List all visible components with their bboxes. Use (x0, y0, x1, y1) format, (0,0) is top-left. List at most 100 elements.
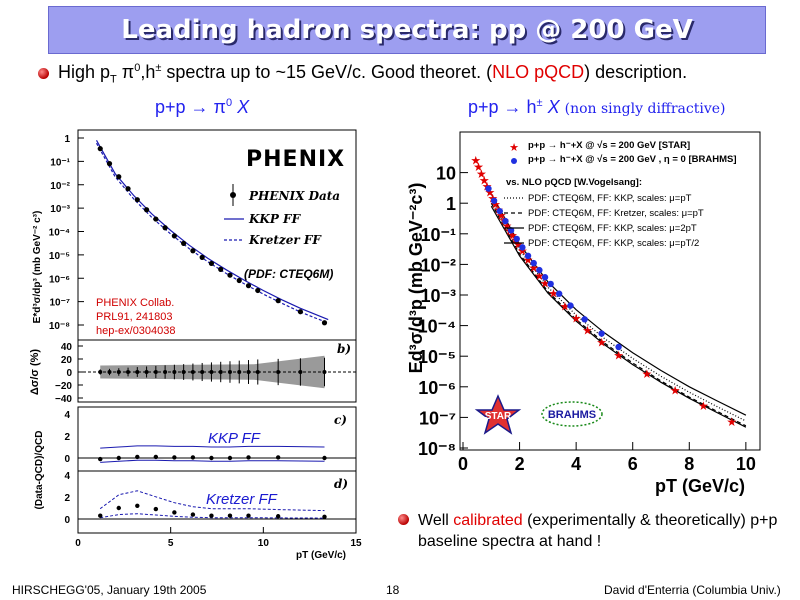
legend-kkp-label: KKP FF (248, 212, 302, 226)
d-data-point (227, 513, 233, 518)
xlabel-right: pT (GeV/c) (655, 476, 745, 496)
ytick-right-label: 10⁻⁸ (418, 439, 456, 459)
brahms-data-point (490, 197, 498, 204)
brahms-data-point (502, 217, 509, 225)
brahms-data-point (530, 259, 537, 267)
footer-right: David d'Enterria (Columbia Univ.) (604, 583, 781, 597)
legend-entry-1: p+p → h⁻+X @ √s = 200 GeV [STAR] (528, 140, 690, 151)
legend-data-marker (230, 192, 236, 198)
phenix-data-point (218, 266, 224, 272)
ytick-c-label: 0 (64, 454, 70, 465)
xtick-left-label: 5 (168, 538, 174, 549)
citation-line-1: PHENIX Collab. (96, 297, 174, 309)
brahms-data-point (555, 290, 563, 297)
d-data-point (135, 503, 140, 508)
star-data-point: ★ (571, 312, 582, 326)
legend-data-label: PHENIX Data (248, 189, 340, 203)
star-data-point: ★ (470, 153, 481, 167)
bullet-icon-2 (398, 514, 409, 525)
c-data-point (172, 455, 177, 460)
curve-label-kkp: KKP FF (208, 430, 261, 447)
mid-data-point (153, 370, 158, 374)
star-data-point: ★ (670, 384, 681, 398)
mid-data-point (116, 370, 121, 374)
ytick-right-label: 10 (436, 164, 456, 184)
xtick-right-label: 6 (628, 454, 638, 474)
star-data-point: ★ (484, 186, 495, 200)
mid-data-point (181, 370, 186, 374)
bullet-icon (38, 68, 49, 79)
mid-data-point (107, 370, 112, 374)
mid-data-point (209, 370, 214, 374)
phenix-data-point (208, 260, 215, 267)
d-data-point (275, 514, 281, 519)
star-data-point: ★ (517, 244, 528, 258)
c-data-point (116, 455, 121, 461)
xtick-right-label: 4 (571, 454, 581, 474)
d-upper-curve (99, 490, 325, 512)
star-data-point: ★ (698, 399, 709, 413)
ytick-right-label: 10⁻³ (420, 286, 456, 306)
brahms-logo-text: BRAHMS (548, 409, 596, 421)
star-data-point: ★ (473, 160, 484, 174)
subtitle-left: p+p → π0 X (155, 97, 250, 117)
ytick-right-label: 10⁻⁷ (419, 408, 456, 428)
subtitle-right: p+p → h± X (non singly diffractive) (468, 97, 726, 117)
panel-label-b: b) (337, 342, 351, 356)
phenix-data-point (153, 216, 159, 222)
mid-data-point (322, 370, 327, 374)
legend-brahms-marker (511, 158, 517, 164)
c-data-point (190, 455, 196, 460)
phenix-logo: PHENIX (246, 147, 345, 172)
left-top-plot (95, 140, 329, 326)
phenix-data-point (162, 225, 168, 231)
panel-label-d: d) (334, 477, 348, 491)
mid-data-point (126, 370, 131, 374)
ytick-right-label: 10⁻¹ (420, 225, 456, 245)
star-data-point: ★ (641, 367, 652, 381)
ytick-mid-label: −40 (55, 394, 72, 405)
legend-kretzer-label: Kretzer FF (248, 233, 322, 247)
legend-entry-4: PDF: CTEQ6M, FF: KKP, scales: μ=pT (528, 193, 692, 204)
slide-title: Leading hadron spectra: pp @ 200 GeV (121, 15, 693, 45)
d-data-point (246, 513, 251, 518)
mid-data-point (276, 370, 281, 374)
nlo-curve-2 (490, 202, 747, 427)
right-figure: ★★★★★★★★★★★★★★★★★★★★★★★★★★★★★★★ 10110⁻¹1… (406, 131, 761, 496)
star-data-point: ★ (496, 208, 507, 222)
kretzer-curve (95, 142, 329, 324)
ytick-top-label: 10⁻⁴ (49, 228, 70, 239)
mid-data-point (172, 370, 177, 374)
left-figure: 110⁻¹10⁻²10⁻³10⁻⁴10⁻⁵10⁻⁶10⁻⁷10⁻⁸40200−2… (29, 129, 362, 561)
ytick-mid-label: −20 (55, 381, 72, 392)
phenix-data-point (321, 320, 328, 326)
legend-entry-7: PDF: CTEQ6M, FF: KKP, scales: μ=pT/2 (528, 238, 699, 249)
d-data-point (116, 505, 121, 511)
slide-title-bar: Leading hadron spectra: pp @ 200 GeV (48, 6, 766, 54)
star-data-point: ★ (559, 300, 570, 314)
ytick-d-label: 4 (64, 471, 70, 482)
star-data-point: ★ (479, 174, 490, 188)
ytick-mid-label: 20 (61, 355, 73, 366)
right-legend: ★ p+p → h⁻+X @ √s = 200 GeV [STAR] p+p → h… (504, 140, 737, 249)
left-axes: 110⁻¹10⁻²10⁻³10⁻⁴10⁻⁵10⁻⁶10⁻⁷10⁻⁸40200−2… (49, 134, 362, 549)
right-axes: 10 1 10⁻¹ 10⁻² 10⁻³ 10⁻⁴ 10⁻⁵ 10⁻⁶ 10⁻⁷ 10⁻⁸0 2 4 6 8… (418, 164, 756, 474)
brahms-data-point (496, 207, 503, 215)
brahms-data-point (524, 252, 532, 260)
d-data-point (190, 512, 196, 517)
ytick-mid-label: 0 (66, 368, 72, 379)
c-data-point (135, 454, 140, 460)
brahms-data-point (536, 266, 543, 274)
star-logo: STAR (474, 394, 522, 435)
d-panel-frame (77, 470, 357, 534)
ytick-top-label: 10⁻⁵ (49, 251, 70, 262)
star-data-point: ★ (726, 415, 737, 429)
d-lower-curve (100, 513, 325, 519)
star-data-point: ★ (523, 253, 534, 267)
c-data-point (209, 455, 214, 461)
phenix-data-point (171, 233, 177, 239)
mid-data-point (298, 370, 303, 374)
phenix-data-point (227, 272, 233, 278)
mid-data-point (190, 370, 195, 374)
xtick-left-label: 0 (75, 538, 81, 549)
